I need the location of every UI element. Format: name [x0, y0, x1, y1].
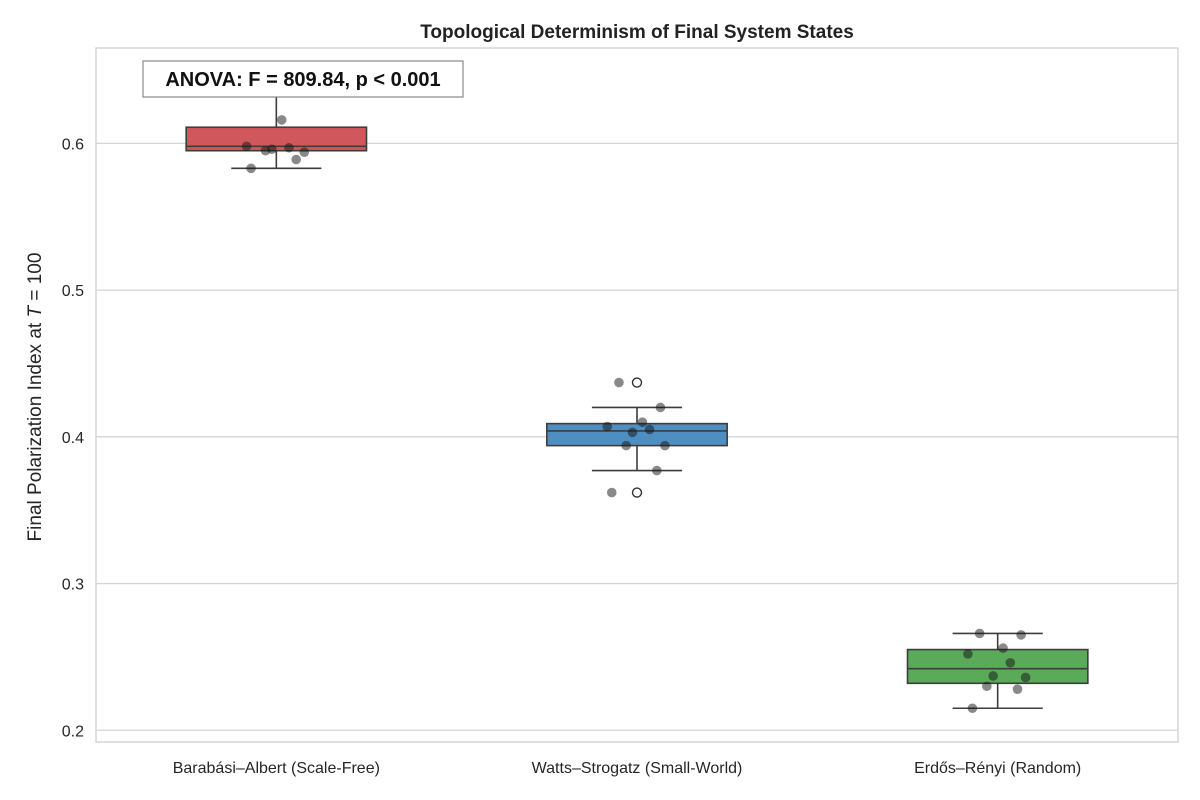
data-point: [614, 377, 624, 388]
data-point: [967, 703, 978, 714]
y-axis-label-suffix: = 100: [25, 253, 46, 306]
y-tick-labels: 0.2 0.3 0.4 0.5 0.6: [62, 136, 84, 740]
y-tick-label: 0.3: [62, 577, 84, 594]
data-point: [241, 141, 252, 152]
chart-title: Topological Determinism of Final System …: [420, 22, 854, 43]
data-point: [299, 147, 310, 157]
data-point: [1005, 657, 1016, 668]
data-point: [1020, 672, 1031, 683]
data-point: [1012, 684, 1023, 694]
box-plots: [185, 64, 1089, 710]
data-point: [660, 440, 670, 451]
box-iqr: [906, 648, 1089, 685]
data-point: [291, 154, 301, 165]
data-point: [276, 115, 287, 125]
y-axis-label-prefix: Final Polarization Index at: [25, 318, 46, 542]
data-point: [652, 465, 662, 476]
plot-area: [95, 47, 1179, 743]
data-point: [998, 643, 1008, 653]
y-tick-label: 0.4: [62, 430, 84, 447]
data-point: [1016, 630, 1026, 640]
y-axis-label-variable: T: [25, 305, 46, 318]
data-point: [606, 487, 617, 498]
outlier-marker: [631, 487, 643, 498]
y-axis-label: Final Polarization Index at T = 100: [25, 253, 46, 542]
outlier-marker: [631, 377, 643, 388]
data-point: [655, 402, 666, 413]
y-tick-label: 0.6: [62, 136, 84, 153]
data-point: [974, 628, 985, 639]
data-point: [982, 681, 992, 692]
data-point: [627, 427, 638, 438]
data-point: [267, 144, 277, 155]
data-point: [637, 417, 648, 427]
annotation-box: [142, 60, 464, 98]
x-tick-label: Watts–Strogatz (Small-World): [532, 760, 743, 777]
data-point: [988, 671, 998, 681]
x-tick-label: Erdős–Rényi (Random): [914, 760, 1081, 777]
data-point: [621, 440, 631, 451]
box-iqr: [185, 126, 368, 152]
y-tick-label: 0.5: [62, 283, 84, 300]
box-iqr: [546, 422, 728, 447]
anova-annotation: ANOVA: F = 809.84, p < 0.001: [165, 69, 440, 91]
data-points: [241, 65, 1031, 714]
data-point: [644, 424, 655, 435]
data-point: [963, 649, 973, 659]
data-point: [284, 142, 294, 153]
data-point: [246, 163, 256, 174]
y-tick-label: 0.2: [62, 723, 84, 740]
x-tick-label: Barabási–Albert (Scale-Free): [173, 760, 380, 777]
data-point: [602, 421, 613, 432]
x-tick-labels: Barabási–Albert (Scale-Free) Watts–Stroga…: [173, 760, 1082, 777]
